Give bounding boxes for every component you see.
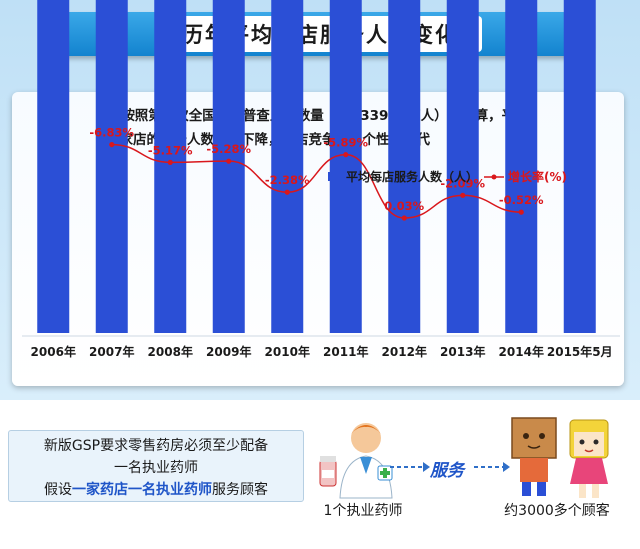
x-tick-label: 2010年	[265, 344, 310, 359]
bars-layer	[37, 0, 596, 334]
legend-label-bar: 平均每店服务人数（人）	[346, 169, 478, 184]
bar-2013年	[446, 0, 479, 334]
growth-rate-point	[109, 141, 115, 148]
customer-box-head-icon	[511, 417, 557, 496]
serve-label: 服务	[430, 461, 464, 481]
x-tick-label: 2009年	[206, 344, 251, 359]
requirement-line-2: 一名执业药师	[114, 460, 198, 476]
requirement-box: 新版GSP要求零售药房必须至少配备 一名执业药师 假设一家药店一名执业药师服务顾…	[8, 430, 304, 502]
bar-2011年	[329, 0, 362, 334]
pharmacist-label: 1个执业药师	[323, 503, 403, 519]
growth-rate-label: -0.52%	[499, 193, 544, 207]
x-tick-label: 2006年	[31, 344, 76, 359]
requirement-line-3-prefix: 假设	[44, 482, 72, 498]
customer-girl-icon	[569, 419, 609, 498]
growth-rate-label: -2.09%	[440, 176, 485, 190]
bar-2010年	[271, 0, 304, 333]
growth-rate-label: 0.03%	[384, 199, 424, 213]
x-tick-label: 2014年	[499, 344, 544, 359]
growth-rate-point	[343, 152, 349, 158]
growth-rate-label: -5.28%	[206, 142, 251, 156]
growth-rate-line	[111, 143, 522, 219]
pharmacist-icon	[319, 423, 393, 499]
growth-rate-point	[226, 158, 232, 164]
bar-2014年	[505, 0, 538, 333]
growth-rate-point	[460, 192, 466, 198]
legend-swatch-marker	[491, 174, 497, 180]
dashed-arrow-icon	[390, 462, 430, 472]
growth-rate-point	[284, 189, 290, 195]
x-tick-label: 2012年	[382, 344, 427, 359]
x-tick-label: 2011年	[323, 344, 368, 359]
legend: 平均每店服务人数（人） 增长率(%)	[328, 169, 567, 184]
labels-layer: 4112383136333411335931613162309630803054…	[89, 126, 544, 213]
requirement-line-3-highlight: 一家药店一名执业药师	[72, 482, 212, 498]
x-tick-label: 2007年	[89, 344, 134, 359]
x-axis-labels: 2006年 2007年 2008年 2009年 2010年 2011年 2012年 2013年…	[31, 344, 613, 359]
line-layer	[109, 141, 524, 221]
growth-rate-label: -5.89%	[323, 136, 368, 150]
requirement-line-3-suffix: 服务顾客	[212, 482, 268, 498]
dashed-arrow-icon-2	[474, 462, 510, 472]
x-tick-label: 2008年	[148, 344, 193, 359]
x-tick-label: 2013年	[440, 344, 485, 359]
x-tick-label: 2015年5月	[547, 344, 613, 359]
growth-rate-label: -2.38%	[265, 173, 310, 187]
growth-rate-label: -5.17%	[148, 143, 193, 157]
bar-2015年5月	[563, 0, 596, 334]
growth-rate-point	[401, 215, 407, 221]
bar-2008年	[154, 0, 187, 333]
growth-rate-point	[518, 209, 524, 215]
bar-2007年	[95, 0, 128, 334]
growth-rate-label: -6.83%	[89, 126, 134, 140]
legend-label-line: 增长率(%)	[508, 169, 567, 184]
bar-2012年	[388, 0, 421, 334]
requirement-line-3: 假设一家药店一名执业药师服务顾客	[9, 479, 303, 501]
requirement-line-1: 新版GSP要求零售药房必须至少配备	[43, 438, 269, 454]
customers-label: 约3000多个顾客	[504, 503, 610, 519]
bar-2009年	[212, 0, 245, 334]
bar-2006年	[37, 0, 70, 333]
growth-rate-point	[167, 159, 173, 165]
legend-swatch-bar	[328, 172, 342, 181]
